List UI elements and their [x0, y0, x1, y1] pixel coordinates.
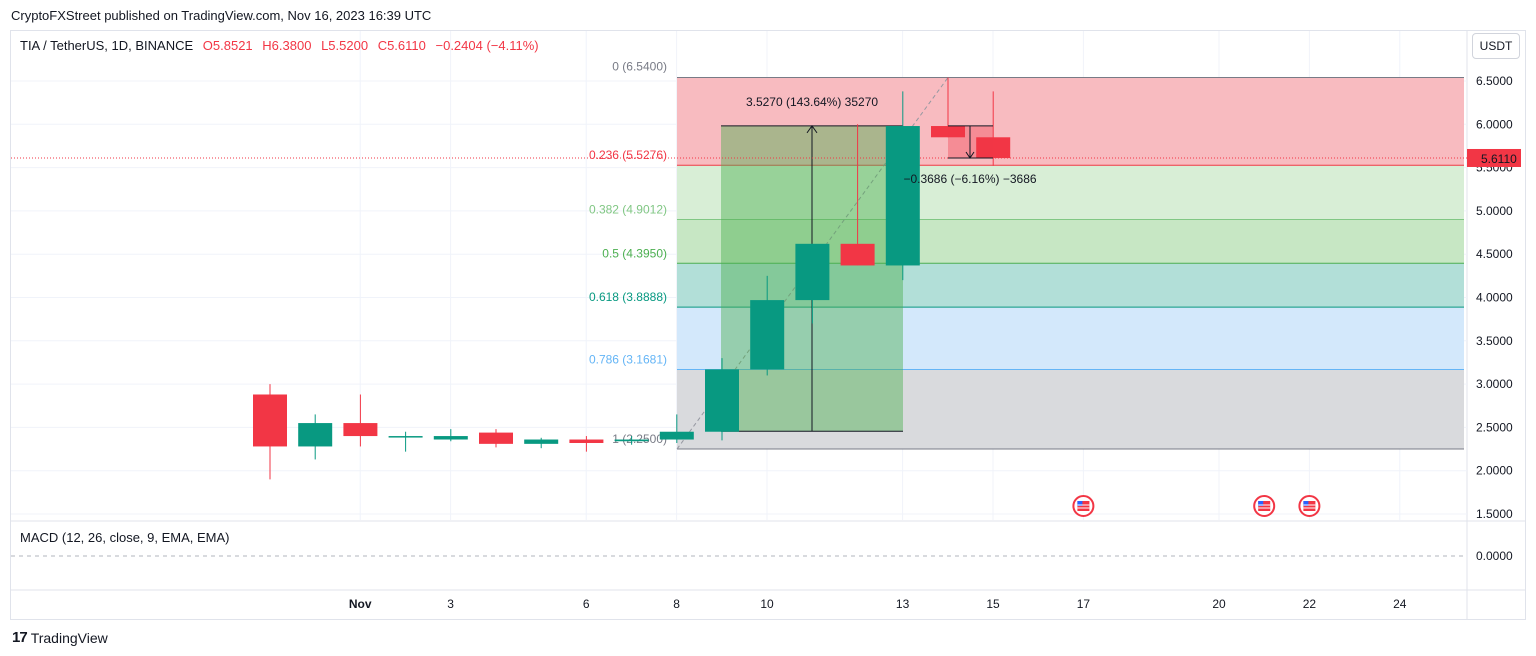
fib-label-0.382: 0.382 (4.9012) [589, 202, 667, 216]
footer-brand-text: TradingView [30, 629, 108, 646]
us-economic-event-icon[interactable] [1072, 495, 1095, 517]
candle-body [885, 126, 920, 266]
event-flag-canton [1258, 501, 1264, 506]
macd-indicator-label[interactable]: MACD (12, 26, close, 9, EMA, EMA) [20, 530, 230, 545]
candle-body [931, 126, 965, 138]
x-tick-label: Nov [349, 597, 372, 611]
us-economic-event-icon[interactable] [1253, 495, 1276, 517]
fib-label-0.618: 0.618 (3.8888) [589, 290, 667, 304]
event-flag-stripes [1258, 501, 1271, 511]
fib-label-0: 0 (6.5400) [612, 60, 667, 74]
y-tick-label: 5.0000 [1476, 204, 1513, 218]
candle-body [795, 243, 830, 301]
candle-body [433, 436, 468, 440]
fib-label-0.786: 0.786 (3.1681) [589, 353, 667, 367]
macd-tick-label: 0.0000 [1476, 549, 1513, 563]
y-tick-label: 1.5000 [1476, 507, 1513, 521]
candle-body [840, 243, 875, 266]
candle-body [343, 423, 378, 437]
event-flag-stripes [1303, 501, 1316, 511]
candle-body [750, 300, 785, 370]
drop-arrow-head [965, 151, 975, 159]
fib-zone-0.618 [677, 307, 1464, 370]
publish-credit: CryptoFXStreet published on TradingView.… [11, 8, 432, 23]
fib-label-0.236: 0.236 (5.5276) [589, 148, 667, 162]
us-economic-event-icon[interactable] [1298, 495, 1321, 517]
candle-body [569, 439, 604, 443]
candle-body [388, 436, 423, 438]
symbol-title[interactable]: TIA / TetherUS, 1D, BINANCE [20, 38, 194, 53]
ohlc-high: H6.3800 [262, 38, 312, 53]
x-tick-label: 10 [760, 597, 774, 611]
x-tick-label: 6 [583, 597, 590, 611]
y-tick-label: 6.0000 [1476, 117, 1513, 131]
x-tick-label: 22 [1303, 597, 1317, 611]
range-arrow-head [806, 124, 818, 134]
x-tick-label: 8 [673, 597, 680, 611]
y-tick-label: 3.0000 [1476, 377, 1513, 391]
candle-body [614, 439, 649, 442]
ohlc-change: −0.2404 (−4.11%) [435, 38, 539, 53]
event-flag-canton [1077, 501, 1083, 506]
x-tick-label: 3 [447, 597, 454, 611]
ohlc-close: C5.6110 [377, 38, 426, 53]
fib-zone-0.236 [677, 165, 1464, 220]
candle-body [976, 137, 1011, 159]
fib-label-1: 1 (2.2500) [612, 432, 667, 446]
x-tick-label: 20 [1212, 597, 1226, 611]
ohlc-low: L5.5200 [321, 38, 369, 53]
y-tick-label: 3.5000 [1476, 334, 1513, 348]
candle-body [298, 423, 333, 447]
last-price-badge [1467, 148, 1521, 167]
candle-body [253, 394, 287, 447]
chart-frame [10, 30, 1526, 620]
x-tick-label: 13 [896, 597, 910, 611]
y-tick-label: 4.0000 [1476, 291, 1513, 305]
ohlc-open: O5.8521 [202, 38, 253, 53]
y-tick-label: 2.0000 [1476, 464, 1513, 478]
y-tick-label: 6.5000 [1476, 74, 1513, 88]
x-tick-label: 24 [1393, 597, 1407, 611]
fib-zone-0.786 [677, 369, 1464, 450]
x-tick-label: 17 [1077, 597, 1091, 611]
footer-brand[interactable]: 17 TradingView [12, 629, 108, 646]
x-tick-label: 15 [986, 597, 1000, 611]
candle-body [705, 369, 739, 432]
candle-body [479, 432, 513, 444]
tradingview-logo-icon: 17 [12, 629, 28, 646]
drop-measure-label: −0.3686 (−6.16%) −3686 [903, 172, 1036, 186]
y-tick-label: 2.5000 [1476, 420, 1513, 434]
candle-body [659, 431, 694, 440]
fib-zone-0 [677, 77, 1464, 166]
fib-label-0.5: 0.5 (4.3950) [602, 246, 667, 260]
last-price-label: 5.6110 [1481, 152, 1517, 166]
range-measure-label: 3.5270 (143.64%) 35270 [746, 95, 878, 109]
candle-body [524, 439, 559, 444]
currency-button[interactable]: USDT [1472, 33, 1520, 59]
y-tick-label: 4.5000 [1476, 247, 1513, 261]
event-flag-canton [1303, 501, 1309, 506]
event-flag-stripes [1077, 501, 1090, 511]
symbol-legend: TIA / TetherUS, 1D, BINANCE O5.8521 H6.3… [20, 38, 539, 53]
